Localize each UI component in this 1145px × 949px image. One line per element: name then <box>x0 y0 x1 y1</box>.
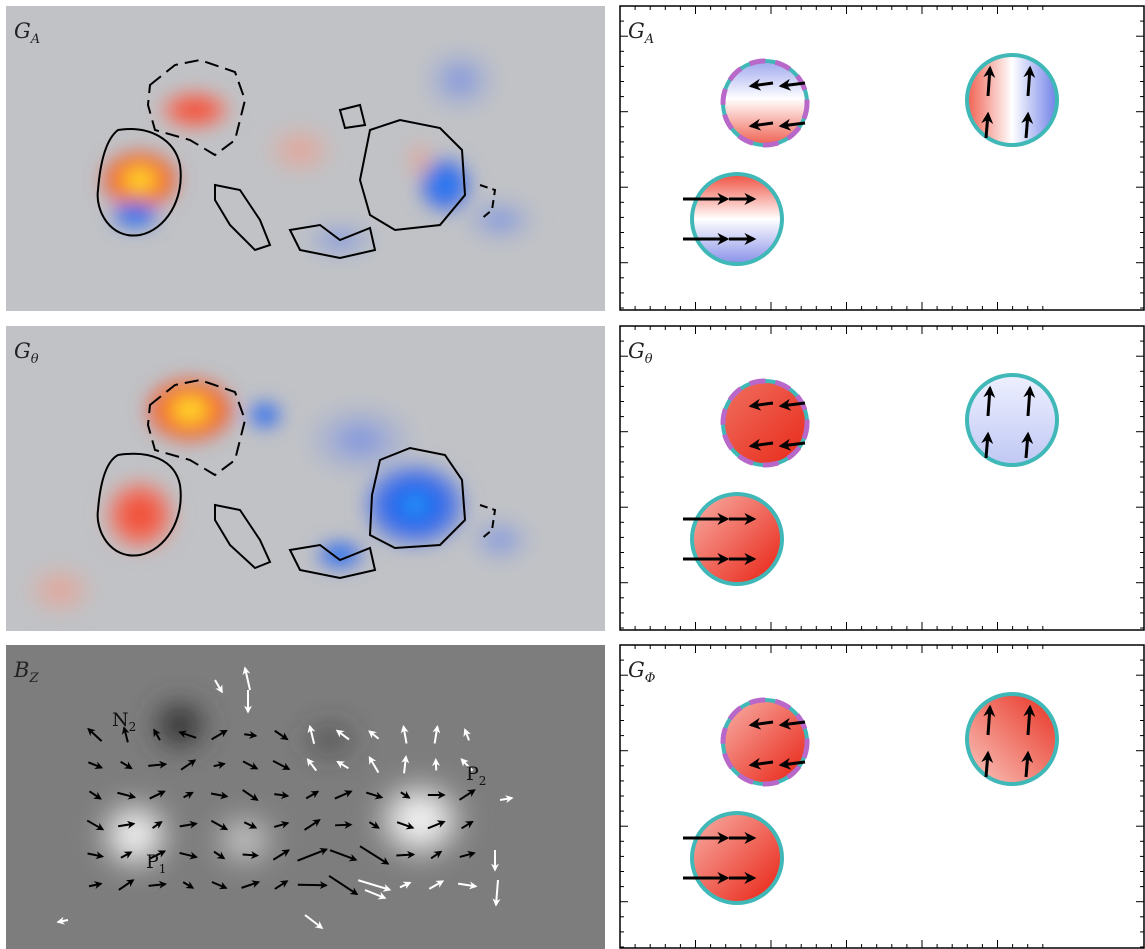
ga-map <box>6 6 605 311</box>
annotation-sub: 2 <box>129 720 137 734</box>
flux-tube <box>692 494 782 584</box>
arrow <box>986 753 988 777</box>
label-base: B <box>13 658 29 682</box>
annotation-base: P <box>466 763 479 785</box>
arrow <box>298 885 326 886</box>
arrow <box>335 825 351 826</box>
label-sub: A <box>30 32 40 47</box>
arrow <box>986 114 988 138</box>
bz-map <box>6 645 605 949</box>
label-sub: Φ <box>645 671 656 686</box>
arrow <box>988 388 990 416</box>
flux-tube <box>967 694 1057 784</box>
arrow <box>986 434 988 458</box>
annotation-sub: 2 <box>479 774 487 788</box>
right-panel <box>620 326 1144 630</box>
flux-tube <box>967 375 1057 465</box>
label-sub: A <box>644 32 654 47</box>
right-panel <box>620 6 1144 310</box>
panel-frame <box>620 645 1144 948</box>
annotation-sub: 1 <box>159 862 167 876</box>
arrow <box>1026 114 1028 138</box>
label-base: G <box>628 19 645 43</box>
arrow <box>1028 68 1030 96</box>
arrow <box>396 855 413 856</box>
gtheta-map <box>6 326 605 631</box>
label-base: G <box>628 339 645 363</box>
label-sub: θ <box>31 352 39 367</box>
arrow <box>1028 388 1030 416</box>
figure: GAGθBZN2P1P2GAGθGΦ <box>0 0 1145 949</box>
panel-frame <box>620 6 1144 310</box>
arrow <box>243 854 258 855</box>
panel-frame <box>620 326 1144 630</box>
arrow <box>988 68 990 96</box>
label-sub: Z <box>28 671 39 686</box>
label-base: G <box>14 19 31 43</box>
label-base: G <box>628 658 645 682</box>
annotation-base: P <box>146 851 159 873</box>
annotation-base: N <box>112 709 129 731</box>
arrow <box>1028 707 1030 735</box>
arrow <box>1026 753 1028 777</box>
arrow <box>988 707 990 735</box>
arrow <box>1026 434 1028 458</box>
flux-tube <box>692 174 782 264</box>
flux-tube <box>967 55 1057 145</box>
flux-tube <box>692 813 782 903</box>
right-panel <box>620 645 1144 948</box>
label-base: G <box>14 339 31 363</box>
label-sub: θ <box>645 352 653 367</box>
